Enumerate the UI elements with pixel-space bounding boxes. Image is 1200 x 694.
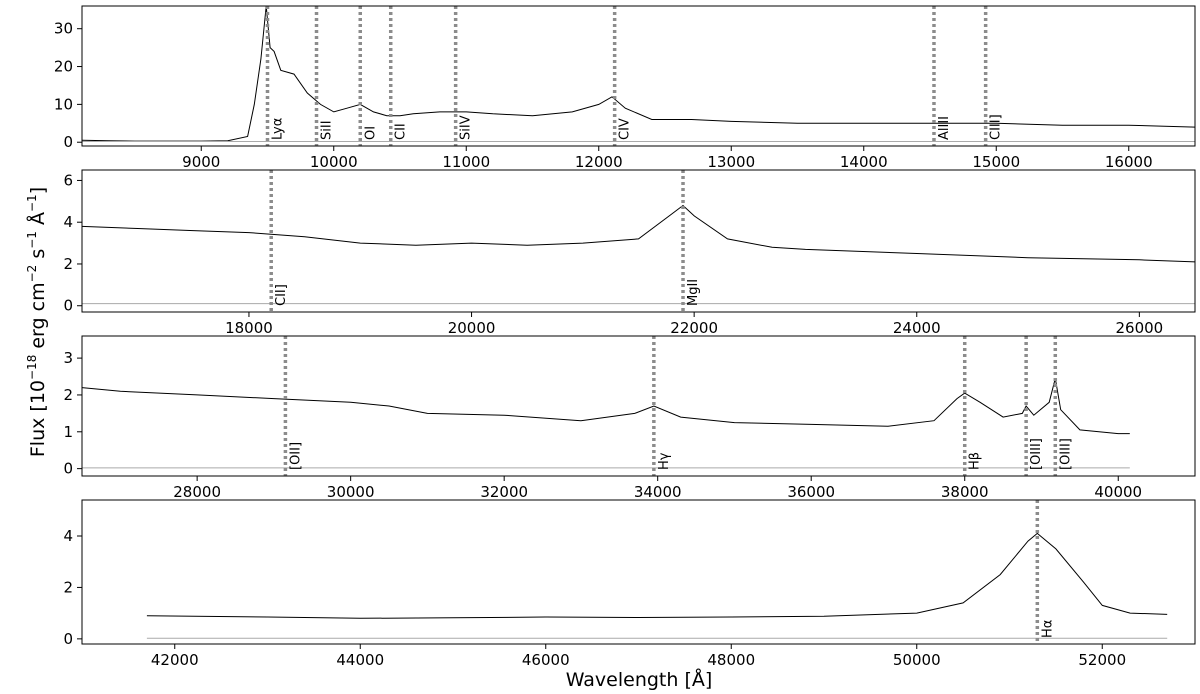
y-tick-label: 2 (63, 386, 73, 404)
x-tick-label: 34000 (634, 483, 682, 501)
spectrum-panels: Lyα SiII OI CII SiIV CIV AlIII CIII]9000 10000 11… (54, 5, 1196, 669)
line-label: SiIV (459, 115, 474, 140)
x-tick-label: 10000 (310, 153, 358, 171)
panel-frame (81, 169, 1196, 313)
y-axis-label: Flux [10−18 erg cm−2 s−1 Å−1] (25, 187, 49, 457)
x-tick-label: 26000 (1115, 319, 1163, 337)
panel-3: [OII] Hγ Hβ [OIII] [OIII]28000 30000 32000 3400… (63, 335, 1196, 501)
x-tick-label: 18000 (225, 319, 273, 337)
line-label: OI (363, 126, 378, 140)
y-tick-label: 1 (63, 423, 73, 441)
panel-frame (81, 499, 1196, 645)
panel-frame (81, 5, 1196, 147)
line-label: SiII (320, 120, 335, 140)
x-tick-label: 24000 (893, 319, 941, 337)
x-tick-label: 20000 (448, 319, 496, 337)
x-tick-label: 16000 (1105, 153, 1153, 171)
y-tick-label: 6 (63, 171, 73, 189)
x-tick-label: 15000 (972, 153, 1020, 171)
line-label: [OIII] (1029, 438, 1044, 470)
line-label: [OII] (288, 442, 303, 470)
y-tick-label: 10 (54, 95, 73, 113)
x-tick-label: 36000 (787, 483, 835, 501)
x-tick-label: 30000 (327, 483, 375, 501)
x-tick-label: 22000 (670, 319, 718, 337)
x-tick-label: 32000 (480, 483, 528, 501)
line-label: Hα (1040, 620, 1055, 638)
line-label: CIV (618, 118, 633, 140)
line-label: Lyα (271, 118, 286, 140)
panel-frame (81, 335, 1196, 477)
y-tick-label: 0 (63, 297, 73, 315)
panel-1: Lyα SiII OI CII SiIV CIV AlIII CIII] 9000 10000 11… (54, 5, 1196, 171)
x-tick-label: 46000 (522, 651, 570, 669)
x-tick-label: 28000 (173, 483, 221, 501)
spectrum-line (81, 378, 1130, 435)
line-label: AlIII (937, 116, 952, 140)
y-tick-label: 4 (63, 527, 73, 545)
x-tick-label: 14000 (840, 153, 888, 171)
x-axis-label: Wavelength [Å] (566, 668, 713, 691)
y-tick-label: 20 (54, 58, 73, 76)
y-tick-label: 2 (63, 578, 73, 596)
y-tick-label: 2 (63, 255, 73, 273)
x-tick-label: 50000 (893, 651, 941, 669)
y-tick-label: 0 (63, 630, 73, 648)
y-tick-label: 4 (63, 213, 73, 231)
y-tick-label: 0 (63, 133, 73, 151)
x-tick-label: 44000 (336, 651, 384, 669)
y-tick-label: 0 (63, 460, 73, 478)
y-tick-label: 3 (63, 349, 73, 367)
x-tick-label: 52000 (1078, 651, 1126, 669)
line-label: [OIII] (1058, 438, 1073, 470)
spectrum-line (146, 532, 1168, 619)
panel-4: Hα 42000 44000 46000 48000 50000 52000 0 2 4 (63, 499, 1196, 669)
line-label: Hβ (968, 452, 983, 470)
x-tick-label: 11000 (442, 153, 490, 171)
line-label: CIII] (989, 114, 1004, 140)
panel-2: CII] MgII 18000 20000 22000 24000 26000 0 2 4 6 (63, 169, 1196, 337)
x-tick-label: 13000 (707, 153, 755, 171)
y-tick-label: 30 (54, 20, 73, 38)
x-tick-label: 48000 (707, 651, 755, 669)
spectrum-line (81, 204, 1196, 263)
line-label: Hγ (657, 452, 672, 470)
line-label: MgII (686, 279, 701, 306)
spectrum-line (81, 5, 1196, 142)
x-tick-label: 40000 (1094, 483, 1142, 501)
x-tick-label: 42000 (151, 651, 199, 669)
line-label: CII] (274, 284, 289, 306)
x-tick-label: 9000 (182, 153, 220, 171)
line-label: CII (394, 123, 409, 140)
x-tick-label: 12000 (575, 153, 623, 171)
x-tick-label: 38000 (941, 483, 989, 501)
